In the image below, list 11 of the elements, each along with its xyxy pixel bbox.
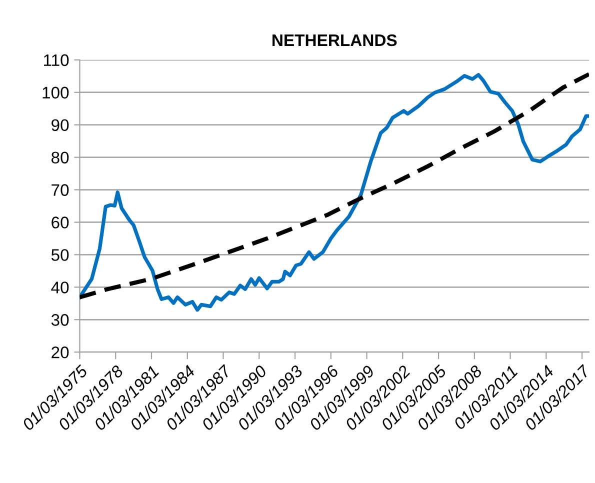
- y-tick-label: 20: [52, 346, 69, 358]
- chart-title: NETHERLANDS: [272, 34, 397, 46]
- y-tick-label: 70: [52, 184, 69, 196]
- y-tick-label: 80: [52, 152, 69, 164]
- y-tick-label: 60: [52, 216, 69, 228]
- y-tick-label: 90: [52, 119, 69, 132]
- y-tick-label: 110: [44, 54, 69, 66]
- y-tick-label: 100: [42, 86, 69, 99]
- y-tick-label: 40: [51, 282, 69, 294]
- y-tick-label: 50: [51, 249, 69, 261]
- y-tick-label: 30: [51, 314, 69, 326]
